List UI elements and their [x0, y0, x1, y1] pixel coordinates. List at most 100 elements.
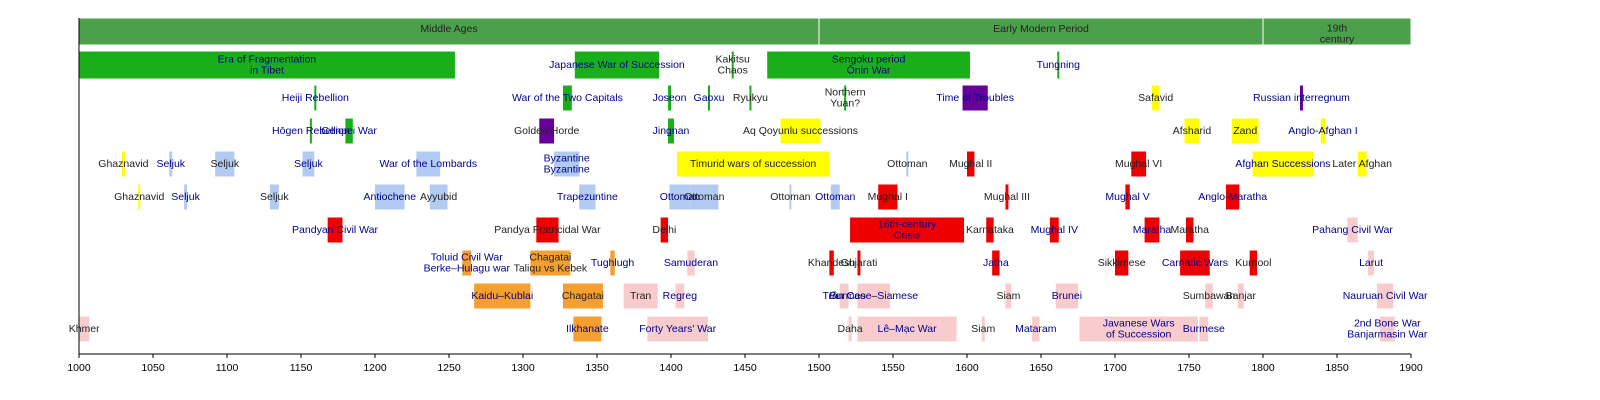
bar-label: Northern — [825, 86, 866, 98]
event-bar — [660, 217, 669, 243]
bar-label: 16th-century — [878, 218, 937, 230]
bar-label: Early Modern Period — [993, 23, 1089, 35]
bar-label: Pandya Fratricidal War — [494, 224, 601, 236]
event-bar — [780, 118, 821, 144]
event-bar — [749, 85, 752, 111]
bar-label: Chaos — [718, 64, 748, 76]
bar-label: Russian interregnum — [1253, 92, 1350, 104]
event-bar — [314, 85, 317, 111]
bar-label: Zand — [1233, 125, 1257, 137]
bar-label: Trần Cao — [822, 290, 866, 302]
event-bar — [878, 184, 898, 210]
bar-label: Time of Troubles — [936, 92, 1014, 104]
event-bar — [623, 283, 658, 309]
event-bar — [1300, 85, 1303, 111]
event-bar — [1249, 250, 1258, 276]
bar-label: Samuderan — [664, 257, 718, 269]
bar-label: 19th — [1327, 22, 1348, 34]
event-bar — [474, 283, 531, 309]
event-bar — [992, 250, 1000, 276]
bar-label: Mataram — [1015, 323, 1057, 335]
bar-label: War of the Two Capitals — [512, 92, 623, 104]
x-tick-label: 1750 — [1177, 362, 1201, 374]
event-bar — [1357, 151, 1367, 177]
bar-label: Timurid wars of succession — [690, 158, 816, 170]
event-bar — [1180, 250, 1210, 276]
event-bar — [462, 250, 472, 276]
bar-label: in Tibet — [250, 64, 284, 76]
bar-label: Yuan? — [830, 97, 860, 109]
event-bar — [647, 316, 708, 342]
bar-label: Sumbawan — [1183, 290, 1236, 302]
bar-label: Mughal V — [1105, 191, 1149, 203]
event-bar — [302, 151, 315, 177]
x-tick-label: 1500 — [807, 362, 831, 374]
event-bar — [1049, 217, 1059, 243]
event-bar — [1079, 316, 1198, 342]
event-bar — [857, 250, 861, 276]
event-bar — [1320, 118, 1326, 144]
bars — [78, 17, 1412, 342]
event-bar — [690, 184, 719, 210]
bar-label: century — [1320, 33, 1355, 45]
event-bar — [668, 118, 674, 144]
bar-label: Regreg — [663, 290, 698, 302]
bar-label: Siam — [971, 323, 995, 335]
bar-label: Era of Fragmentation — [218, 53, 317, 65]
x-tick-label: 1300 — [511, 362, 535, 374]
event-bar — [562, 283, 603, 309]
bar-label: Jingnan — [653, 125, 690, 137]
event-bar — [184, 184, 188, 210]
bar-label: Golden Horde — [514, 125, 580, 137]
bar-label: Pahang Civil War — [1312, 224, 1393, 236]
event-bar — [1055, 283, 1078, 309]
bar-label: Byzantine — [544, 152, 590, 164]
event-bar — [1376, 283, 1394, 309]
event-bar — [1115, 250, 1129, 276]
bar-label: Berke–Hulagu war — [424, 262, 511, 274]
event-bar — [669, 184, 691, 210]
event-bar — [79, 51, 455, 79]
event-bar — [1205, 283, 1213, 309]
event-bar — [668, 85, 671, 111]
event-bar — [857, 316, 957, 342]
event-bar — [1144, 217, 1160, 243]
bar-label: Sikkimese — [1098, 257, 1146, 269]
x-tick-label: 1600 — [955, 362, 979, 374]
event-bar — [327, 217, 343, 243]
bar-label: Maratha — [1170, 224, 1209, 236]
event-bar — [767, 51, 970, 79]
bar-label: Sengoku period — [832, 53, 906, 65]
bar-label: Daha — [838, 323, 863, 335]
bar-label: Chagatai — [562, 290, 604, 302]
bar-label: Hōgen Rebellion — [272, 125, 350, 137]
event-bar — [857, 283, 891, 309]
bar-label: Antiochene — [364, 191, 417, 203]
era-bar — [78, 17, 820, 46]
bar-label: Middle Ages — [420, 23, 477, 35]
bar-label: Ottoman — [770, 191, 810, 203]
bar-label: War of the Lombards — [379, 158, 477, 170]
bar-label: Carnatic Wars — [1162, 257, 1228, 269]
event-bar — [574, 51, 660, 79]
event-bar — [731, 51, 734, 79]
x-tick-label: 1700 — [1103, 362, 1127, 374]
event-bar — [789, 184, 792, 210]
bar-label: Chagatai — [529, 251, 571, 263]
event-bar — [687, 250, 695, 276]
event-bar — [981, 316, 985, 342]
event-bar — [906, 151, 909, 177]
event-bar — [169, 151, 173, 177]
event-bar — [1231, 118, 1259, 144]
event-bar — [708, 85, 710, 111]
bar-label: Kaidu–Kublai — [471, 290, 533, 302]
x-tick-label: 1200 — [363, 362, 387, 374]
bar-label: Crisis — [894, 229, 920, 241]
bar-label: Ottoman — [887, 158, 927, 170]
bar-label: Ottoman — [815, 191, 855, 203]
x-tick-label: 1400 — [659, 362, 683, 374]
event-bar — [962, 85, 988, 111]
bar-label: Taliqu vs Kebek — [514, 262, 588, 274]
bar-label: Genpei War — [321, 125, 377, 137]
